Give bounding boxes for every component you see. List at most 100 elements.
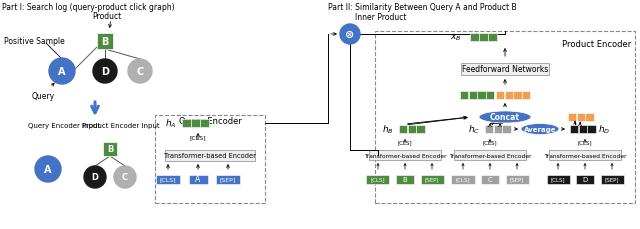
FancyBboxPatch shape: [216, 175, 240, 184]
FancyBboxPatch shape: [155, 115, 265, 203]
Text: Part II: Similarity Between Query A and Product B: Part II: Similarity Between Query A and …: [328, 3, 516, 12]
FancyBboxPatch shape: [506, 175, 529, 184]
Text: $h_A$: $h_A$: [165, 117, 177, 130]
Text: Feedforward Networks: Feedforward Networks: [462, 65, 548, 74]
FancyBboxPatch shape: [396, 175, 414, 184]
Bar: [502, 125, 511, 134]
Bar: [513, 92, 522, 100]
Bar: [496, 92, 504, 100]
Text: [CLS]: [CLS]: [397, 140, 412, 145]
FancyBboxPatch shape: [369, 150, 441, 160]
Ellipse shape: [521, 124, 559, 135]
Text: [CLS]: [CLS]: [578, 140, 592, 145]
Circle shape: [128, 60, 152, 84]
Bar: [103, 142, 117, 156]
Text: $h_C$: $h_C$: [468, 123, 480, 136]
Bar: [579, 125, 587, 134]
Bar: [460, 92, 468, 100]
Bar: [477, 92, 486, 100]
Bar: [485, 125, 493, 134]
Text: C: C: [488, 176, 492, 182]
Circle shape: [340, 25, 360, 45]
Text: A: A: [58, 67, 66, 77]
Text: Query Encoder: Query Encoder: [179, 117, 241, 126]
Text: A: A: [44, 164, 52, 174]
Text: D: D: [582, 176, 588, 182]
Text: $h_B$: $h_B$: [382, 123, 394, 136]
Text: D: D: [101, 67, 109, 77]
Text: Inner Product: Inner Product: [355, 14, 406, 22]
FancyBboxPatch shape: [189, 175, 207, 184]
Text: $x_B$: $x_B$: [450, 33, 461, 43]
FancyBboxPatch shape: [367, 175, 390, 184]
Bar: [488, 34, 497, 42]
Text: Product: Product: [92, 12, 122, 21]
Text: $h_D$: $h_D$: [598, 123, 611, 136]
FancyBboxPatch shape: [420, 175, 444, 184]
Text: Transformer-based Encoder: Transformer-based Encoder: [449, 153, 531, 158]
Text: Query Encoder Input: Query Encoder Input: [28, 123, 100, 128]
Bar: [200, 120, 209, 128]
Bar: [479, 34, 488, 42]
Text: C: C: [122, 173, 128, 182]
Text: Product Encoder: Product Encoder: [562, 40, 631, 49]
Bar: [468, 92, 477, 100]
FancyBboxPatch shape: [156, 175, 180, 184]
Text: [CLS]: [CLS]: [371, 177, 385, 182]
FancyBboxPatch shape: [600, 175, 623, 184]
Bar: [493, 125, 502, 134]
Text: [CLS]: [CLS]: [160, 177, 176, 182]
Circle shape: [35, 156, 61, 182]
Text: Part I: Search log (query-product click graph): Part I: Search log (query-product click …: [2, 3, 175, 12]
Text: [SEP]: [SEP]: [509, 177, 524, 182]
Text: [CLS]: [CLS]: [456, 177, 470, 182]
Text: Transformer-based Encoder: Transformer-based Encoder: [544, 153, 627, 158]
FancyBboxPatch shape: [454, 150, 526, 160]
FancyBboxPatch shape: [481, 175, 499, 184]
FancyBboxPatch shape: [375, 32, 635, 203]
Bar: [586, 113, 593, 122]
Text: [SEP]: [SEP]: [425, 177, 439, 182]
Bar: [570, 125, 578, 134]
Bar: [522, 92, 531, 100]
FancyBboxPatch shape: [165, 150, 255, 161]
Bar: [408, 125, 416, 134]
Bar: [505, 92, 513, 100]
FancyBboxPatch shape: [461, 64, 549, 76]
Circle shape: [49, 59, 75, 85]
Circle shape: [93, 60, 117, 84]
Bar: [417, 125, 424, 134]
FancyBboxPatch shape: [549, 150, 621, 160]
FancyBboxPatch shape: [451, 175, 474, 184]
Bar: [399, 125, 407, 134]
Bar: [470, 34, 479, 42]
Bar: [182, 120, 191, 128]
Text: [CLS]: [CLS]: [483, 140, 497, 145]
Text: Positive Sample: Positive Sample: [4, 37, 65, 46]
Text: [SEP]: [SEP]: [605, 177, 620, 182]
Bar: [191, 120, 200, 128]
Text: [CLS]: [CLS]: [189, 135, 206, 140]
Text: [SEP]: [SEP]: [220, 177, 236, 182]
Ellipse shape: [479, 112, 531, 123]
Text: B: B: [107, 145, 113, 154]
Text: ⊗: ⊗: [346, 30, 355, 40]
Text: Query: Query: [32, 92, 55, 101]
Text: A: A: [195, 175, 200, 184]
Circle shape: [84, 166, 106, 188]
Text: D: D: [92, 173, 99, 182]
Text: B: B: [403, 176, 408, 182]
Text: Average: Average: [524, 126, 556, 132]
Text: C: C: [136, 67, 143, 77]
Bar: [588, 125, 596, 134]
Text: Product Encoder Input: Product Encoder Input: [82, 123, 159, 128]
Bar: [486, 92, 494, 100]
Text: Transformer-based Encoder: Transformer-based Encoder: [164, 152, 256, 158]
FancyBboxPatch shape: [576, 175, 594, 184]
Text: B: B: [101, 37, 109, 47]
Text: Transformer-based Encoder: Transformer-based Encoder: [364, 153, 446, 158]
Bar: [577, 113, 585, 122]
Text: [CLS]: [CLS]: [550, 177, 565, 182]
Bar: [568, 113, 576, 122]
Bar: [97, 34, 113, 50]
